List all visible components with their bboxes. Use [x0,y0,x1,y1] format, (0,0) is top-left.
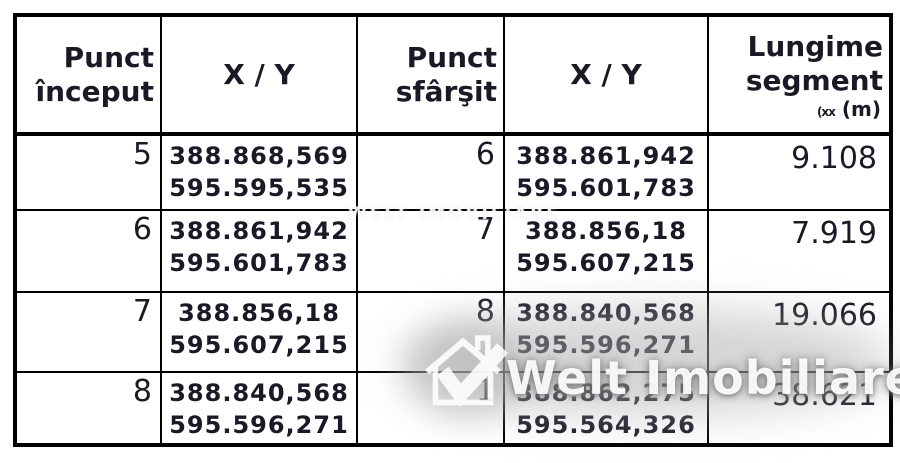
x-value: 388.856,18 [525,217,687,245]
start-point-cell: 5 [14,133,162,211]
start-point-cell: 7 [14,291,162,373]
length-cell: 9.108 [707,133,892,211]
y-value: 595.564,326 [516,411,696,440]
y-value: 595.595,535 [169,174,349,203]
end-xy-cell: 388.856,18 595.607,215 [503,209,709,293]
header-segment-length: Lungime segment (xx (m) [707,14,892,136]
x-value: 388.856,18 [178,299,340,327]
start-xy-cell: 388.840,568 595.596,271 [160,371,358,446]
end-xy-cell: 388.861,942 595.601,783 [503,133,709,211]
y-value: 595.601,783 [516,174,696,203]
segment-length-unit: (xx (m) [715,99,883,119]
start-point-cell: 8 [14,371,162,446]
x-value: 388.840,568 [169,379,349,407]
unit-prefix: (xx [816,105,836,120]
table-row: 6 388.861,942 595.601,783 7 388.856,18 5… [14,209,892,293]
segment-table: Punct început X / Y Punct sfârşit X / Y … [13,13,893,447]
start-xy-cell: 388.868,569 595.595,535 [160,133,358,211]
y-value: 595.596,271 [169,411,349,440]
start-point-cell: 6 [14,209,162,293]
x-value: 388.861,942 [169,217,349,245]
start-xy-cell: 388.861,942 595.601,783 [160,209,358,293]
length-cell: 7.919 [707,209,892,293]
y-value: 595.607,215 [516,249,696,278]
y-value: 595.601,783 [169,249,349,278]
header-start-point: Punct început [14,14,162,136]
start-xy-cell: 388.856,18 595.607,215 [160,291,358,373]
x-value: 388.840,568 [516,299,696,327]
header-xy-end: X / Y [503,14,709,136]
y-value: 595.607,215 [169,331,349,360]
unit-label: (m) [841,97,881,122]
end-point-cell: 7 [356,209,505,293]
end-point-cell: 6 [356,133,505,211]
segment-length-label: Lungime segment [745,29,883,97]
house-check-logo-icon [417,327,509,423]
header-end-point: Punct sfârşit [356,14,505,136]
x-value: 388.868,569 [169,142,349,170]
table-row: 5 388.868,569 595.595,535 6 388.861,942 … [14,133,892,211]
x-value: 388.861,942 [516,142,696,170]
brand-watermark-text: Welt Imobiliare [506,351,900,405]
faint-watermark-text: WELT IMOBILIARE [348,204,561,224]
header-xy-start: X / Y [160,14,358,136]
header-row: Punct început X / Y Punct sfârşit X / Y … [14,14,892,136]
